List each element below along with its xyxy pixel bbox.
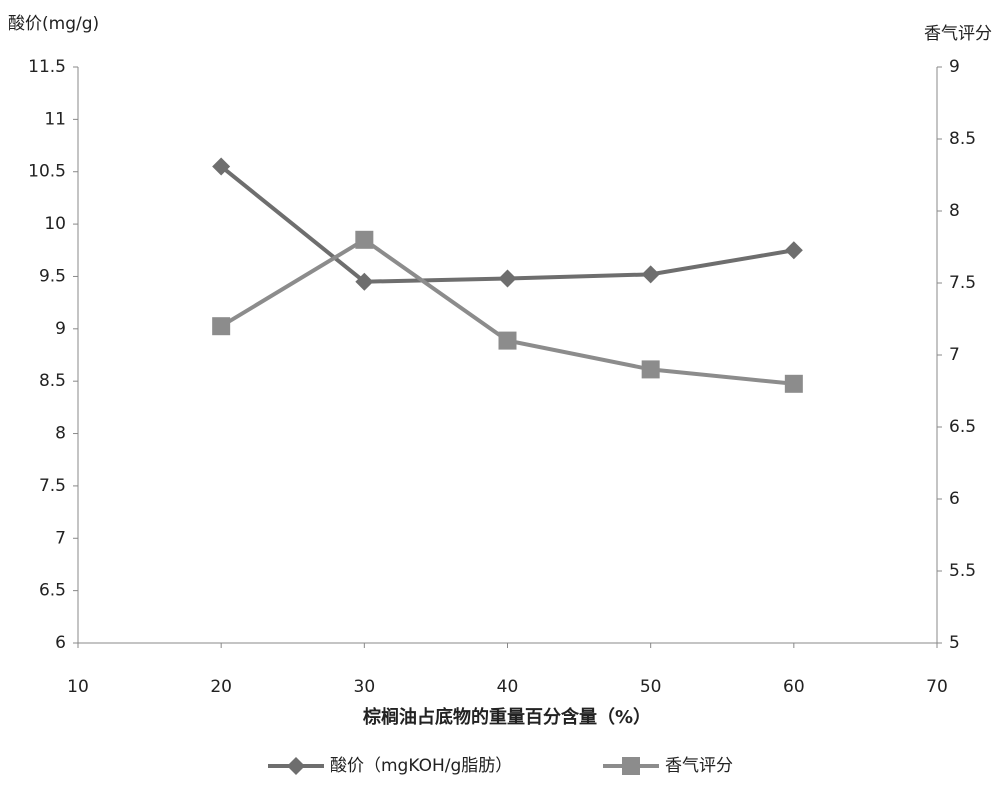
y2-tick-label: 7 (949, 345, 960, 365)
x-tick-label: 30 (354, 677, 376, 697)
y2-axis-title: 香气评分 (924, 24, 992, 44)
y2-tick-label: 7.5 (949, 273, 976, 293)
y2-tick-label: 8.5 (949, 129, 976, 149)
legend-label: 酸价（mgKOH/g脂肪） (330, 756, 512, 776)
data-point (355, 230, 374, 249)
y-tick-label: 6 (55, 633, 66, 653)
y-tick-label: 11 (44, 109, 66, 129)
legend-marker (622, 757, 640, 775)
y-tick-label: 7.5 (39, 476, 66, 496)
data-point (641, 360, 660, 379)
y2-tick-label: 6.5 (949, 417, 976, 437)
y-tick-label: 9 (55, 319, 66, 339)
y-tick-label: 7 (55, 528, 66, 548)
legend-marker (287, 757, 305, 775)
y-tick-label: 10 (44, 214, 66, 234)
y-tick-label: 8.5 (39, 371, 66, 391)
x-tick-label: 10 (67, 677, 89, 697)
x-tick-label: 40 (497, 677, 519, 697)
data-point (212, 157, 231, 176)
x-tick-label: 50 (640, 677, 662, 697)
legend-label: 香气评分 (665, 756, 733, 776)
y-tick-label: 9.5 (39, 266, 66, 286)
x-tick-label: 20 (210, 677, 232, 697)
data-point (784, 374, 803, 393)
y-tick-label: 10.5 (28, 162, 66, 182)
x-axis-title: 棕榈油占底物的重量百分含量（%） (363, 706, 651, 728)
x-tick-label: 70 (926, 677, 948, 697)
y2-tick-label: 6 (949, 489, 960, 509)
data-point (641, 265, 660, 284)
y-tick-label: 8 (55, 424, 66, 444)
y2-tick-label: 8 (949, 201, 960, 221)
data-point (498, 331, 517, 350)
y-tick-label: 11.5 (28, 57, 66, 77)
y-tick-label: 6.5 (39, 581, 66, 601)
y-axis-title: 酸价(mg/g) (8, 14, 99, 34)
data-point (355, 272, 374, 291)
y2-tick-label: 9 (949, 57, 960, 77)
y2-tick-label: 5 (949, 633, 960, 653)
data-point (784, 241, 803, 260)
data-point (498, 269, 517, 288)
x-tick-label: 60 (783, 677, 805, 697)
y2-tick-label: 5.5 (949, 561, 976, 581)
data-point (212, 317, 231, 336)
